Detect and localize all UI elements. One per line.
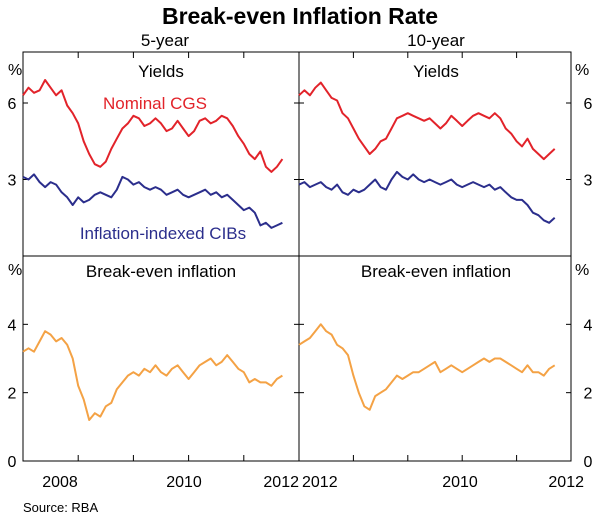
x-tick-label-4: 2010 bbox=[442, 474, 478, 491]
inflation-indexed-cibs-label: Inflation-indexed CIBs bbox=[80, 224, 246, 243]
y-tick-label-yields-10y-6: 6 bbox=[584, 96, 593, 113]
y-tick-label-yields-10y-3: 3 bbox=[584, 173, 593, 190]
series-line-breakeven-5y-0 bbox=[22, 330, 283, 421]
panel-title-breakeven-10y: Break-even inflation bbox=[361, 262, 511, 281]
series-line-yields-5y-0 bbox=[22, 79, 284, 173]
x-tick-label-3: 2012 bbox=[302, 474, 338, 491]
panel-title-yields-5y: Yields bbox=[138, 62, 184, 81]
column-title-5-year: 5-year bbox=[141, 31, 190, 50]
y-tick-label-breakeven-10y-2: 2 bbox=[584, 386, 593, 403]
x-tick-label-0: 2008 bbox=[42, 474, 78, 491]
unit-label-bottom-right: % bbox=[575, 262, 589, 279]
series-line-yields-10y-0 bbox=[298, 81, 556, 161]
series-line-yields-10y-1 bbox=[298, 170, 556, 224]
chart-title: Break-even Inflation Rate bbox=[162, 3, 438, 29]
y-tick-label-breakeven-10y-0: 0 bbox=[584, 454, 593, 471]
x-tick-label-1: 2010 bbox=[166, 474, 202, 491]
source-note: Source: RBA bbox=[23, 500, 98, 515]
y-tick-label-yields-5y-3: 3 bbox=[8, 173, 17, 190]
panel-title-breakeven-5y: Break-even inflation bbox=[86, 262, 236, 281]
y-tick-label-yields-5y-6: 6 bbox=[8, 96, 17, 113]
column-title-10-year: 10-year bbox=[407, 31, 465, 50]
series-line-breakeven-10y-0 bbox=[298, 323, 556, 411]
y-tick-label-breakeven-5y-4: 4 bbox=[8, 317, 17, 334]
y-tick-label-breakeven-5y-2: 2 bbox=[8, 386, 17, 403]
x-tick-label-2: 2012 bbox=[263, 474, 299, 491]
panel-title-yields-10y: Yields bbox=[413, 62, 459, 81]
nominal-cgs-label: Nominal CGS bbox=[103, 94, 207, 113]
unit-label-top-right: % bbox=[575, 62, 589, 79]
y-tick-label-breakeven-5y-0: 0 bbox=[8, 454, 17, 471]
series-line-yields-5y-1 bbox=[22, 173, 283, 229]
unit-label-bottom-left: % bbox=[8, 262, 22, 279]
unit-label-top-left: % bbox=[8, 62, 22, 79]
y-tick-label-breakeven-10y-4: 4 bbox=[584, 317, 593, 334]
x-tick-label-5: 2012 bbox=[548, 474, 584, 491]
